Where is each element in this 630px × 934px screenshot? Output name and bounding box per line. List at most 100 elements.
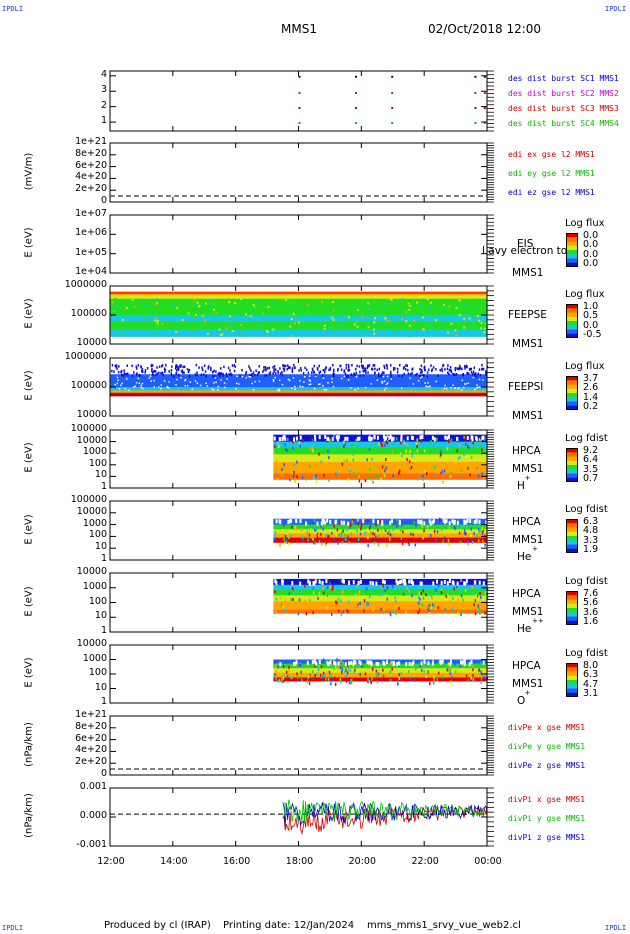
spectrogram-pixel xyxy=(171,365,173,368)
spectrogram-pixel xyxy=(339,680,342,684)
spectrogram-pixel xyxy=(430,364,432,367)
spectrogram-pixel xyxy=(481,673,483,677)
spectrogram-pixel xyxy=(402,579,405,584)
spectrogram-pixel xyxy=(328,670,331,674)
spectrogram-pixel xyxy=(444,609,446,613)
spectrogram-pixel xyxy=(151,364,154,367)
spectrogram-pixel xyxy=(349,525,351,529)
spectrogram-pixel xyxy=(463,529,466,533)
spectrogram-pixel xyxy=(326,606,328,610)
spectrogram-pixel xyxy=(322,658,325,662)
spectrogram-pixel xyxy=(444,435,447,440)
spectrogram-pixel xyxy=(465,524,468,528)
spectrogram-pixel xyxy=(419,377,422,379)
spectrogram-pixel xyxy=(405,449,407,453)
spectrogram-pixel xyxy=(341,541,344,545)
spectrogram-pixel xyxy=(399,441,402,445)
spectrogram-pixel xyxy=(313,659,316,664)
spectrogram-pixel xyxy=(265,330,268,333)
spectrogram-pixel xyxy=(411,309,414,312)
spectrogram-pixel xyxy=(473,366,476,369)
spectrogram-pixel xyxy=(348,668,350,672)
legend-entry: divPe y gse MMS1 xyxy=(508,742,586,751)
spectrogram-pixel xyxy=(181,319,184,322)
colorbar-swatch xyxy=(566,304,578,309)
spectrogram-pixel xyxy=(478,319,481,322)
spectrogram-pixel xyxy=(473,660,475,664)
spectrogram-pixel xyxy=(332,301,335,304)
instrument-label: HPCA xyxy=(512,588,541,600)
species-charge: + xyxy=(524,689,531,697)
colorbar-swatch xyxy=(566,527,578,533)
spectrogram-pixel xyxy=(314,541,317,545)
spectrogram-pixel xyxy=(175,322,178,325)
spectrogram-pixel xyxy=(273,436,276,441)
spectrogram-pixel xyxy=(180,364,182,367)
spectrogram-pixel xyxy=(325,543,327,547)
spectrogram-pixel xyxy=(450,369,452,372)
spectrogram-band xyxy=(110,390,487,394)
spectrogram-pixel xyxy=(320,675,323,679)
spectrogram-pixel xyxy=(299,581,302,586)
spectrogram-pixel xyxy=(357,522,360,526)
spectrogram-pixel xyxy=(344,533,346,537)
spectrogram-pixel xyxy=(160,384,163,386)
spectrogram-pixel xyxy=(363,369,366,372)
y-axis-label: E (eV) xyxy=(23,657,35,688)
spectrogram-pixel xyxy=(352,580,355,585)
spectrogram-pixel xyxy=(311,367,314,371)
spectrogram-pixel xyxy=(133,306,136,309)
spectrogram-pixel xyxy=(291,334,294,337)
spectrogram-pixel xyxy=(482,379,484,381)
spectrogram-pixel xyxy=(367,326,370,329)
spectrogram-pixel xyxy=(272,372,274,375)
spectrogram-pixel xyxy=(222,374,224,377)
spectrogram-pixel xyxy=(320,532,322,536)
spectrogram-pixel xyxy=(382,375,385,378)
spectrogram-pixel xyxy=(413,323,416,326)
spectrogram-pixel xyxy=(220,367,222,370)
spectrogram-pixel xyxy=(120,369,123,373)
spectrogram-pixel xyxy=(231,329,234,332)
spectrogram-pixel xyxy=(283,674,285,678)
spectrogram-pixel xyxy=(403,579,406,584)
spectrogram-pixel xyxy=(316,521,319,526)
spectrogram-pixel xyxy=(358,365,361,368)
spectrogram-pixel xyxy=(184,384,186,387)
spectrogram-pixel xyxy=(357,603,359,607)
spectrogram-pixel xyxy=(470,456,473,460)
spectrogram-pixel xyxy=(435,538,437,542)
spectrogram-pixel xyxy=(309,383,312,386)
spectrogram-pixel xyxy=(357,387,359,390)
colorbar-value: 1.4 xyxy=(583,391,599,403)
legend-entry: des dist burst SC3 MMS3 xyxy=(508,104,619,113)
spectrogram-pixel xyxy=(367,302,370,305)
spectrogram-pixel xyxy=(376,435,379,440)
spectrogram-pixel xyxy=(426,375,429,378)
spectrogram-pixel xyxy=(345,668,347,672)
spectrogram-pixel xyxy=(324,674,326,678)
spectrogram-pixel xyxy=(273,450,275,454)
species-charge: + xyxy=(532,545,538,553)
spectrogram-pixel xyxy=(401,454,403,458)
spectrogram-pixel xyxy=(465,313,468,316)
y-tick-label: 2e+20 xyxy=(75,756,107,768)
spectrogram-pixel xyxy=(331,441,333,445)
spectrogram-pixel xyxy=(460,660,463,665)
spectrogram-pixel xyxy=(350,523,352,527)
colorbar-swatch xyxy=(566,595,578,600)
spectrogram-pixel xyxy=(381,586,384,590)
spectrogram-pixel xyxy=(458,444,461,448)
spectrogram-pixel xyxy=(408,467,411,471)
spectrogram-pixel xyxy=(399,580,402,585)
spectrogram-pixel xyxy=(115,364,118,367)
spectrogram-pixel xyxy=(460,613,462,617)
spectrogram-pixel xyxy=(160,327,163,330)
spectrogram-pixel xyxy=(389,612,392,616)
spectrogram-pixel xyxy=(380,519,382,523)
spectrogram-pixel xyxy=(121,333,124,336)
spectrogram-pixel xyxy=(457,387,459,390)
spectrogram-pixel xyxy=(279,583,281,587)
colorbar-swatch xyxy=(566,308,578,313)
spectrogram-pixel xyxy=(208,365,210,368)
